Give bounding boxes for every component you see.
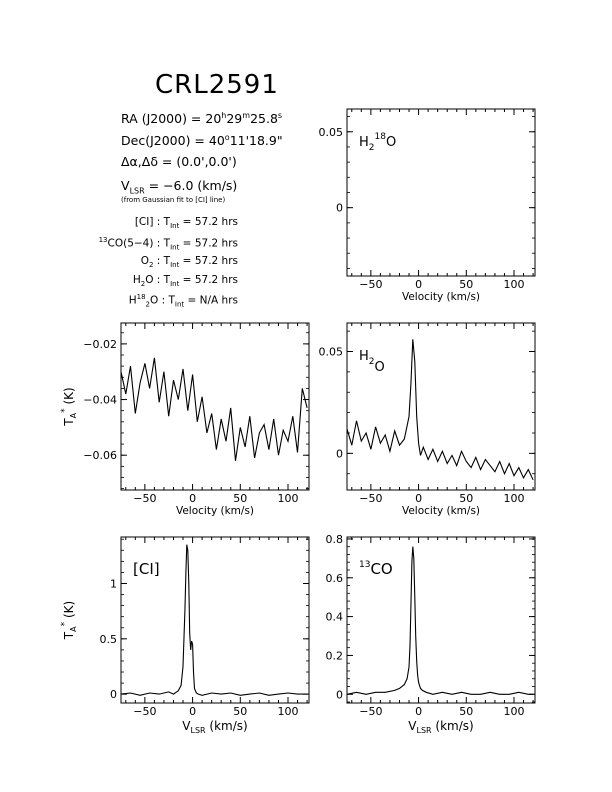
y-tick-label: 0 (110, 688, 117, 701)
y-tick-label: 0.5 (100, 633, 118, 646)
vlsr-value: VLSR = −6.0 (km/s) (121, 178, 238, 196)
x-tick-label: 0 (189, 492, 196, 505)
x-tick-label: 100 (278, 492, 299, 505)
ra-coordinate: RA (J2000) = 20h29m25.8s (121, 111, 283, 127)
plot-frame (346, 536, 536, 704)
y-tick-label: 0.05 (319, 126, 344, 139)
y-tick-label: 0.05 (319, 346, 344, 359)
x-tick-label: 50 (459, 278, 473, 291)
plot-frame (120, 536, 310, 704)
panel-label: 13CO (359, 560, 393, 578)
x-tick-label: −50 (359, 492, 382, 505)
integration-time-row: O2 : TInt = 57.2 hrs (140, 255, 238, 270)
spectrum-line (346, 546, 534, 695)
spectrum-line (120, 544, 308, 696)
source-title: CRL2591 (155, 70, 279, 100)
x-tick-label: 100 (504, 278, 525, 291)
dec-coordinate: Dec(J2000) = 40o11'18.9" (121, 133, 283, 149)
panel-label: H218O (359, 132, 396, 153)
y-tick-label: −0.04 (83, 394, 117, 407)
y-tick-label: 0.4 (326, 611, 344, 624)
y-axis-label: TA* (K) (60, 387, 78, 426)
x-tick-label: 50 (233, 492, 247, 505)
integration-time-row: 13CO(5−4) : TInt = 57.2 hrs (98, 236, 238, 252)
x-tick-label: 50 (233, 705, 247, 718)
x-tick-label: 100 (504, 705, 525, 718)
x-axis-label: VLSR (km/s) (182, 719, 247, 735)
x-tick-label: 0 (415, 278, 422, 291)
x-axis-label: Velocity (km/s) (402, 505, 480, 517)
x-tick-label: 50 (459, 492, 473, 505)
y-tick-label: 0.8 (326, 533, 344, 546)
chart-panel-h2o: −50 0 50 100 0 0.05 Velocity (km/s) H2O (319, 322, 536, 517)
x-tick-label: −50 (359, 705, 382, 718)
x-tick-label: −50 (133, 492, 156, 505)
x-tick-label: 0 (189, 705, 196, 718)
spectrum-line (120, 357, 308, 461)
chart-panel-13co: −50 0 50 100 0 0.2 0.4 0.6 0.8 VLSR (km/s) 13CO (326, 533, 536, 735)
x-tick-label: 0 (415, 705, 422, 718)
x-tick-label: −50 (359, 278, 382, 291)
integration-time-row: [CI] : TInt = 57.2 hrs (134, 216, 238, 231)
x-tick-label: −50 (133, 705, 156, 718)
vlsr-note: (from Gaussian fit to [CI] line) (121, 196, 226, 204)
plot-frame (346, 322, 536, 491)
y-tick-label: −0.06 (83, 449, 117, 462)
chart-panel-h218o: −50 0 50 100 0 0.05 Velocity (km/s) H218O (319, 108, 536, 303)
position-offset: Δα,Δδ = (0.0',0.0') (121, 154, 237, 169)
y-tick-label: 0.2 (326, 649, 344, 662)
chart-panel-ci: −50 0 50 100 0 0.5 1 VLSR (km/s) TA* (K) [CI] (60, 536, 310, 735)
y-tick-label: 0 (336, 202, 343, 215)
x-axis-label: Velocity (km/s) (402, 291, 480, 303)
spectrum-line (346, 339, 534, 481)
chart-panel-oxygen: −50 0 50 100 −0.06 −0.04 −0.02 Velocity (km/s) T… (60, 322, 310, 517)
plot-frame (120, 322, 310, 491)
y-tick-label: 0 (336, 688, 343, 701)
x-tick-label: 100 (504, 492, 525, 505)
y-tick-label: 1 (110, 577, 117, 590)
integration-time-row: H2O : TInt = 57.2 hrs (132, 274, 238, 289)
panel-label: H2O (359, 349, 385, 375)
x-tick-label: 100 (278, 705, 299, 718)
integration-time-row: H182O : TInt = N/A hrs (128, 293, 238, 309)
x-tick-label: 50 (459, 705, 473, 718)
panel-label: [CI] (133, 560, 160, 578)
y-tick-label: 0 (336, 447, 343, 460)
y-tick-label: −0.02 (83, 338, 117, 351)
x-axis-label: VLSR (km/s) (408, 719, 473, 735)
y-tick-label: 0.6 (326, 572, 344, 585)
x-axis-label: Velocity (km/s) (176, 505, 254, 517)
x-tick-label: 0 (415, 492, 422, 505)
y-axis-label: TA* (K) (60, 601, 78, 640)
